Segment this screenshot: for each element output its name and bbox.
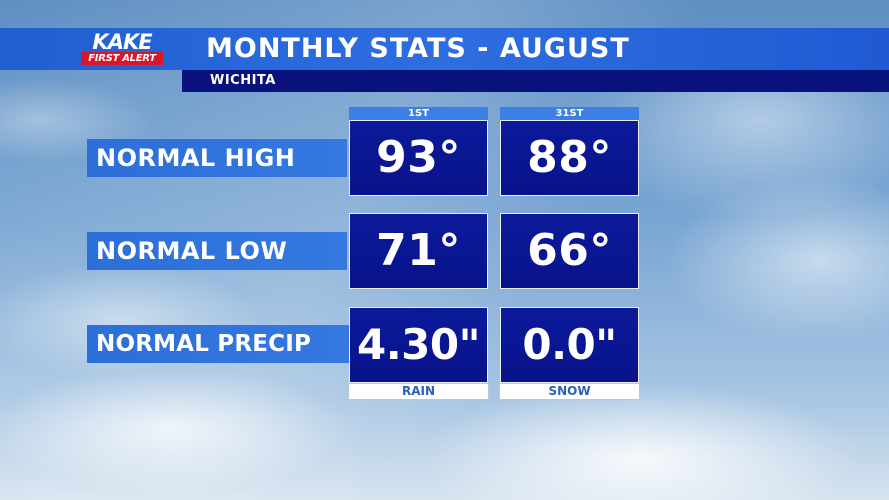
row-label-normal-low: NORMAL LOW (87, 232, 347, 270)
logo-wordmark: KAKE (92, 30, 152, 54)
page-title: MONTHLY STATS - AUGUST (206, 33, 630, 64)
footer-label-snow: SNOW (499, 383, 640, 400)
value-text: 71° (376, 225, 461, 276)
station-logo: KAKE FIRST ALERT (80, 32, 164, 66)
value-normal-high-last: 88° (500, 120, 639, 196)
subtitle-bar (182, 70, 889, 92)
value-text: 0.0" (522, 320, 617, 369)
value-text: 66° (527, 225, 612, 276)
value-normal-precip-snow: 0.0" (500, 307, 639, 383)
value-normal-precip-rain: 4.30" (349, 307, 488, 383)
value-text: 93° (376, 132, 461, 183)
value-normal-low-first: 71° (349, 213, 488, 289)
value-text: 88° (527, 132, 612, 183)
value-normal-high-first: 93° (349, 120, 488, 196)
column-header-first: 1ST (349, 107, 488, 120)
row-label-normal-high: NORMAL HIGH (87, 139, 347, 177)
column-header-last: 31ST (500, 107, 639, 120)
logo-first-alert: FIRST ALERT (81, 52, 163, 65)
value-normal-low-last: 66° (500, 213, 639, 289)
location-subtitle: WICHITA (210, 73, 276, 88)
footer-label-rain: RAIN (348, 383, 489, 400)
row-label-normal-precip: NORMAL PRECIP (87, 325, 349, 363)
value-text: 4.30" (356, 320, 481, 369)
